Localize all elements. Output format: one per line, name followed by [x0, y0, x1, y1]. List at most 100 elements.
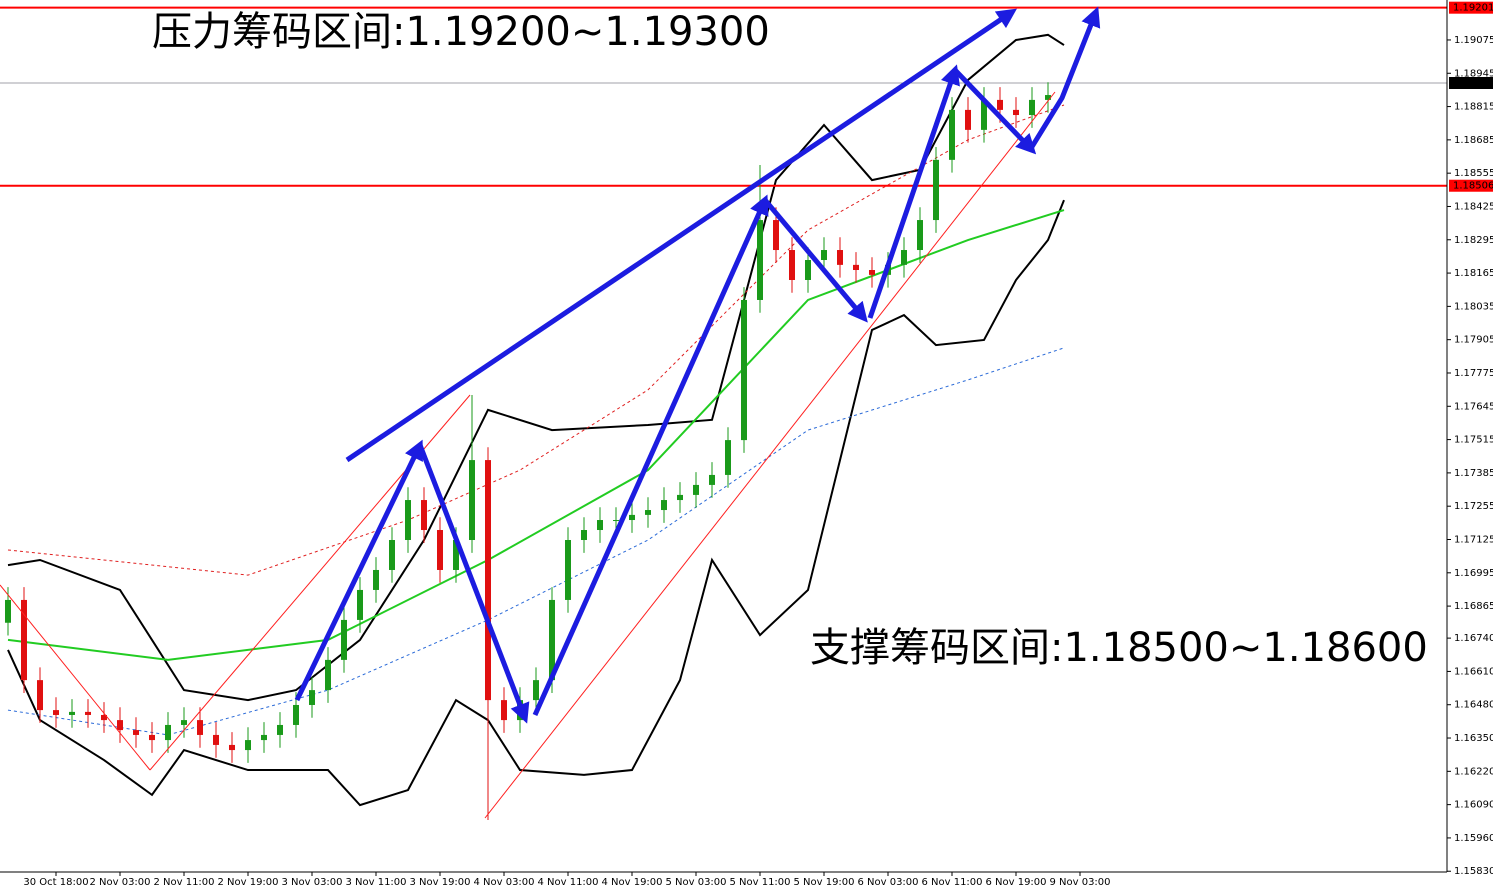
arrow [763, 198, 868, 323]
y-tick-label: 1.17125 [1454, 534, 1493, 545]
y-tick-label: 1.18425 [1454, 201, 1493, 212]
y-tick-label: 1.18295 [1454, 235, 1493, 246]
arrow [867, 64, 960, 319]
trend-line [0, 584, 151, 771]
y-tick-label: 1.17385 [1454, 468, 1493, 479]
plot-area [0, 0, 1447, 872]
candle-body [101, 714, 107, 721]
candle-body [949, 109, 955, 160]
x-tick-label: 30 Oct 18:00 [23, 877, 88, 888]
candle-body [869, 270, 875, 275]
level-label-box [1449, 179, 1493, 192]
annotation: 支撑筹码区间:1.18500~1.18600 [810, 625, 1428, 671]
y-tick-label: 1.17905 [1454, 335, 1493, 346]
candle-body [85, 711, 91, 715]
candle-body [821, 250, 827, 261]
candle-body [357, 589, 363, 620]
indicator-line [7, 209, 1065, 661]
x-tick-label: 5 Nov 19:00 [793, 877, 854, 888]
candle-body [997, 99, 1003, 110]
y-tick-label: 1.18165 [1454, 268, 1493, 279]
x-tick-label: 2 Nov 19:00 [217, 877, 278, 888]
series-layer [0, 6, 1447, 820]
candle-body [53, 710, 59, 715]
candle-body [501, 700, 507, 721]
x-tick-label: 4 Nov 19:00 [601, 877, 662, 888]
y-tick-label: 1.16090 [1454, 800, 1493, 811]
y-tick-label: 1.16480 [1454, 700, 1493, 711]
y-tick-label: 1.19075 [1454, 35, 1493, 46]
y-tick-label: 1.16350 [1454, 733, 1493, 744]
indicator-line [7, 104, 1065, 576]
candle-body [581, 530, 587, 541]
candle-body [981, 99, 987, 130]
candle-body [133, 730, 139, 735]
y-tick-label: 1.17645 [1454, 401, 1493, 412]
candle-body [965, 109, 971, 130]
candle-body [661, 500, 667, 511]
level-label: 1.18506 [1453, 181, 1493, 192]
x-tick-label: 2 Nov 03:00 [89, 877, 150, 888]
y-tick-label: 1.16740 [1454, 633, 1493, 644]
candle-body [805, 260, 811, 280]
y-tick-label: 1.18815 [1454, 102, 1493, 113]
y-tick-label: 1.16865 [1454, 601, 1493, 612]
candle-body [421, 500, 427, 531]
arrow [1027, 6, 1101, 152]
candle-body [165, 724, 171, 741]
candle-body [1029, 99, 1035, 116]
y-tick-label: 1.16610 [1454, 666, 1493, 677]
y-tick-label: 1.18685 [1454, 135, 1493, 146]
candle-body [1013, 109, 1019, 116]
x-tick-label: 6 Nov 19:00 [985, 877, 1046, 888]
arrow [953, 68, 1037, 155]
candle-body [69, 711, 75, 715]
candle-body [389, 540, 395, 570]
candle-body [901, 250, 907, 265]
candle-body [277, 724, 283, 735]
candle-body [485, 460, 491, 701]
candle-body [437, 530, 443, 570]
x-tick-label: 9 Nov 03:00 [1049, 877, 1110, 888]
x-tick-label: 2 Nov 11:00 [153, 877, 214, 888]
candle-body [1045, 95, 1051, 100]
y-tick-label: 1.16220 [1454, 766, 1493, 777]
candle-body [773, 220, 779, 251]
x-tick-label: 3 Nov 19:00 [409, 877, 470, 888]
candle-body [741, 299, 747, 441]
candle-body [469, 460, 475, 541]
candle-body [181, 720, 187, 725]
y-tick-label: 1.18035 [1454, 301, 1493, 312]
y-tick-label: 1.17515 [1454, 435, 1493, 446]
arrow [532, 194, 769, 717]
candle-body [37, 680, 43, 711]
level-label-box [1449, 1, 1493, 14]
x-tick-label: 3 Nov 11:00 [345, 877, 406, 888]
candle-body [597, 520, 603, 531]
y-tick-label: 1.15830 [1454, 866, 1493, 877]
y-tick-label: 1.18555 [1454, 168, 1493, 179]
level-label-box [1449, 76, 1493, 89]
candle-body [149, 734, 155, 741]
x-tick-label: 5 Nov 11:00 [729, 877, 790, 888]
x-tick-label: 6 Nov 11:00 [921, 877, 982, 888]
candle-body [309, 690, 315, 705]
candle-body [629, 514, 635, 521]
candle-body [613, 520, 619, 522]
candle-body [757, 220, 763, 300]
y-tick-label: 1.16995 [1454, 568, 1493, 579]
y-tick-label: 1.15960 [1454, 833, 1493, 844]
candle-body [533, 680, 539, 701]
candle-body [709, 474, 715, 485]
candle-body [405, 500, 411, 541]
x-tick-label: 5 Nov 03:00 [665, 877, 726, 888]
candle-body [917, 220, 923, 251]
candle-body [853, 264, 859, 271]
candle-body [677, 494, 683, 501]
candle-body [245, 740, 251, 751]
candle-body [341, 619, 347, 660]
candle-body [693, 484, 699, 495]
candle-body [645, 510, 651, 515]
